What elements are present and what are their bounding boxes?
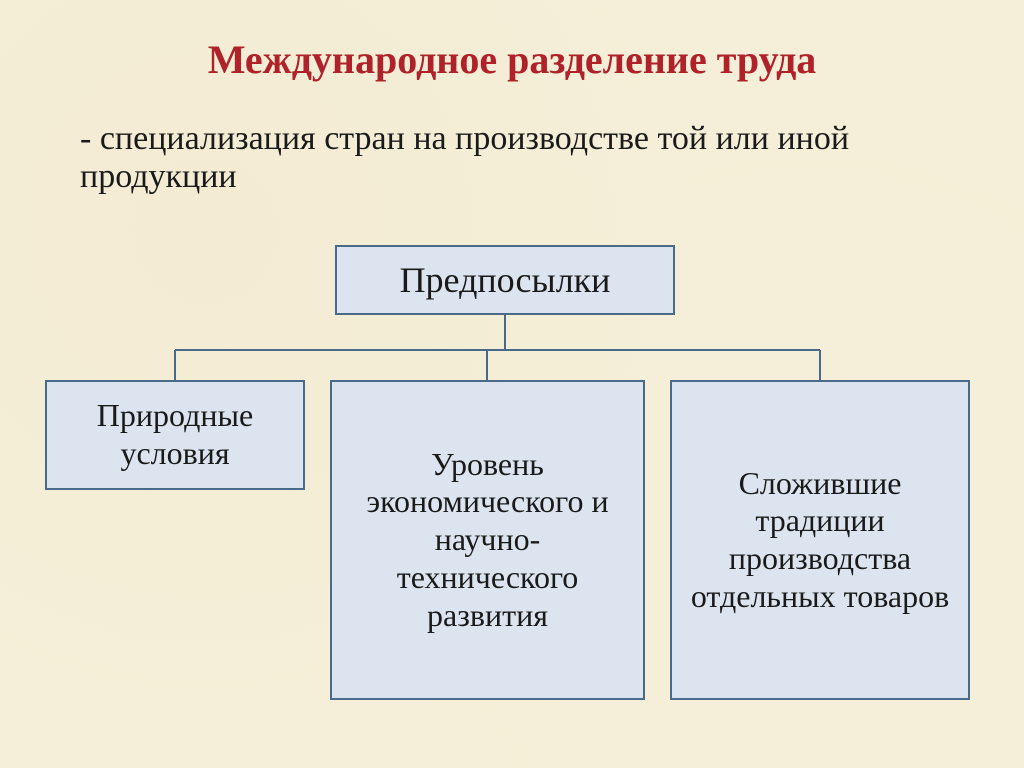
child-box-2: Уровень экономического и научно-техничес…	[330, 380, 645, 700]
child-box-1: Природные условия	[45, 380, 305, 490]
child-box-3-label: Сложившие традиции производства отдельны…	[686, 465, 954, 616]
child-box-2-label: Уровень экономического и научно-техничес…	[346, 446, 629, 635]
root-box-label: Предпосылки	[400, 259, 611, 301]
root-box: Предпосылки	[335, 245, 675, 315]
child-box-1-label: Природные условия	[61, 397, 289, 473]
title-text: Международное разделение труда	[208, 37, 817, 82]
subtitle-text: - специализация стран на производстве то…	[80, 120, 849, 195]
subtitle: - специализация стран на производстве то…	[80, 120, 940, 196]
page-title: Международное разделение труда	[0, 36, 1024, 83]
child-box-3: Сложившие традиции производства отдельны…	[670, 380, 970, 700]
